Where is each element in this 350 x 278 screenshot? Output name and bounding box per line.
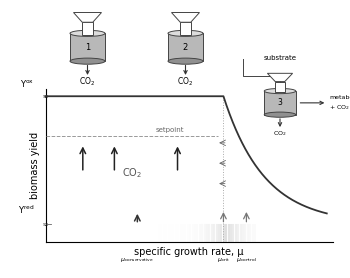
Text: substrate: substrate xyxy=(264,55,296,61)
Text: setpoint: setpoint xyxy=(156,127,184,133)
Text: $\mu_{\rm control}$: $\mu_{\rm control}$ xyxy=(236,256,257,264)
Text: CO$_2$: CO$_2$ xyxy=(177,76,194,88)
Text: Y$^{\rm red}$: Y$^{\rm red}$ xyxy=(18,204,34,216)
Text: 2: 2 xyxy=(183,43,188,52)
X-axis label: specific growth rate, μ: specific growth rate, μ xyxy=(134,247,244,257)
Text: metabolite: metabolite xyxy=(329,95,350,100)
Text: 1: 1 xyxy=(85,43,90,52)
Text: CO$_2$: CO$_2$ xyxy=(79,76,96,88)
Text: CO$_2$: CO$_2$ xyxy=(121,166,142,180)
Text: 3: 3 xyxy=(278,98,282,107)
Text: sx: sx xyxy=(43,95,49,100)
Text: $\mu_{\rm crit}$: $\mu_{\rm crit}$ xyxy=(217,256,230,264)
Text: CO$_2$: CO$_2$ xyxy=(273,129,287,138)
Text: sx: sx xyxy=(43,222,49,227)
Text: $\mu_{\rm conservative}$: $\mu_{\rm conservative}$ xyxy=(120,256,154,264)
Text: Y$^{\rm ox}$: Y$^{\rm ox}$ xyxy=(20,78,34,89)
Y-axis label: biomass yield: biomass yield xyxy=(30,132,40,199)
Text: + CO$_2$: + CO$_2$ xyxy=(329,103,350,112)
